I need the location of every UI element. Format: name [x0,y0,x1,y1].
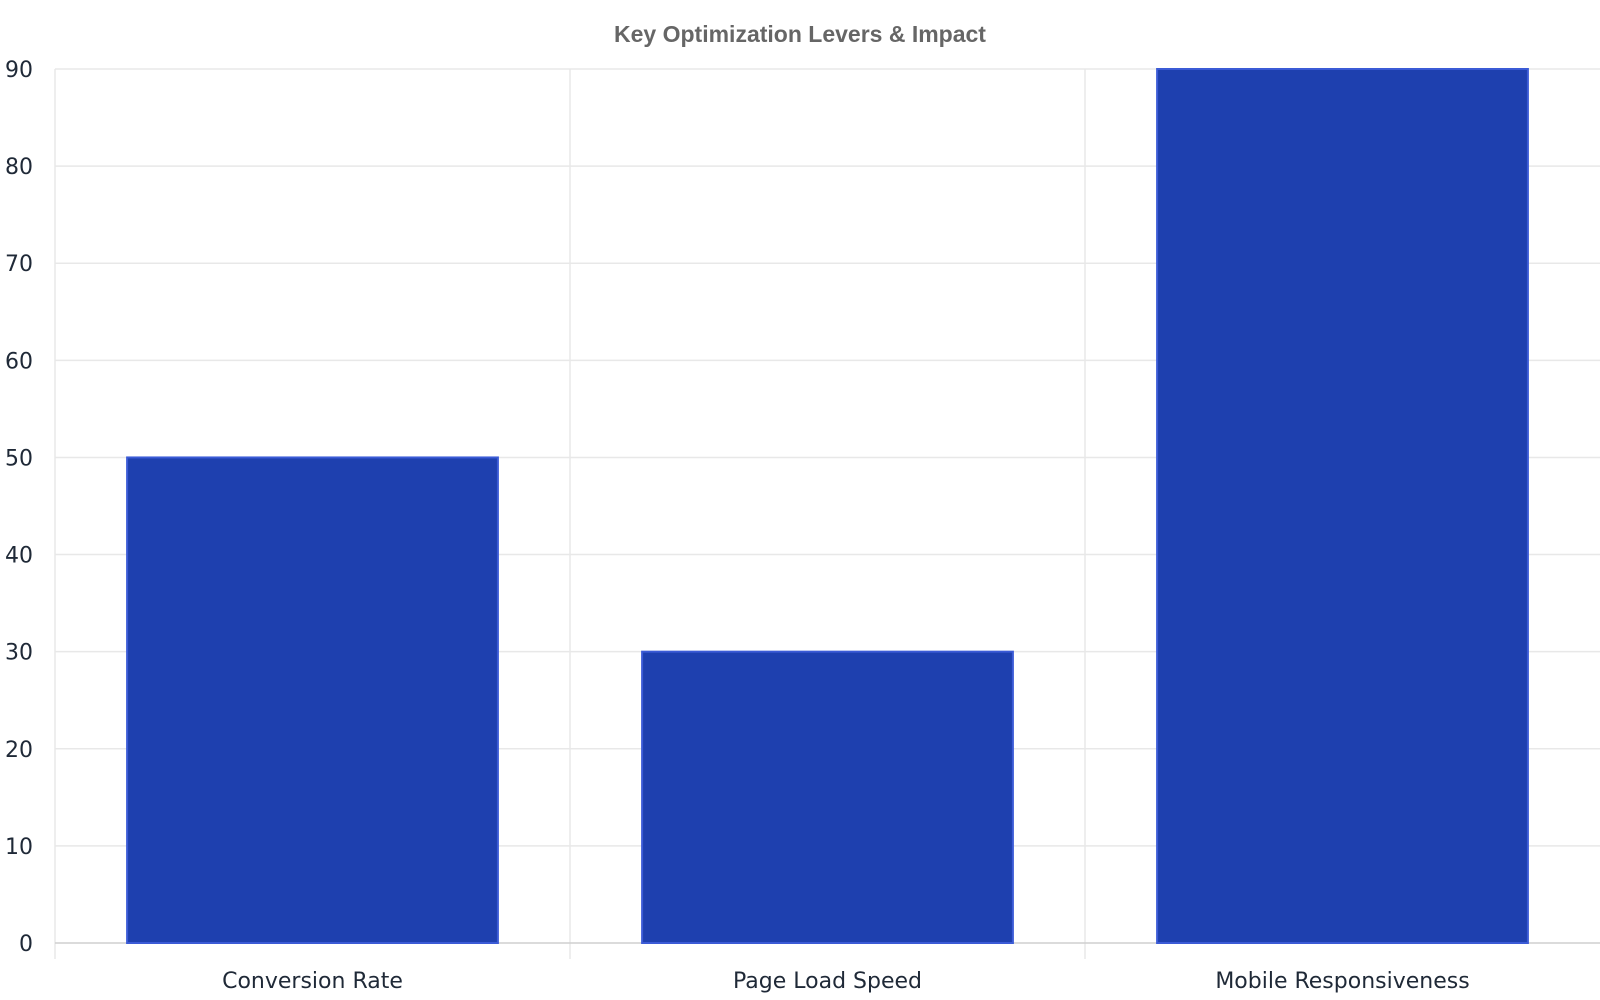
y-tick-label: 80 [5,155,33,180]
y-tick-label: 60 [5,349,33,374]
y-tick-label: 0 [19,932,33,957]
y-tick-label: 70 [5,252,33,277]
bars [126,68,1529,945]
bar [1156,68,1529,944]
x-tick-label: Page Load Speed [733,969,922,994]
bar [641,650,1014,945]
x-axis-tick-labels: Conversion Rate Page Load Speed Mobile Res… [222,969,1470,994]
y-axis-tick-labels: 0 10 20 30 40 50 60 70 80 90 [5,58,33,957]
bar [126,456,499,944]
y-tick-label: 10 [5,835,33,860]
x-tick-label: Mobile Responsiveness [1215,969,1469,994]
y-tick-label: 20 [5,738,33,763]
y-tick-label: 90 [5,58,33,83]
x-tick-label: Conversion Rate [222,969,403,994]
y-tick-label: 50 [5,446,33,471]
y-tick-label: 30 [5,641,33,666]
chart-title: Key Optimization Levers & Impact [614,21,986,47]
y-tick-label: 40 [5,544,33,569]
